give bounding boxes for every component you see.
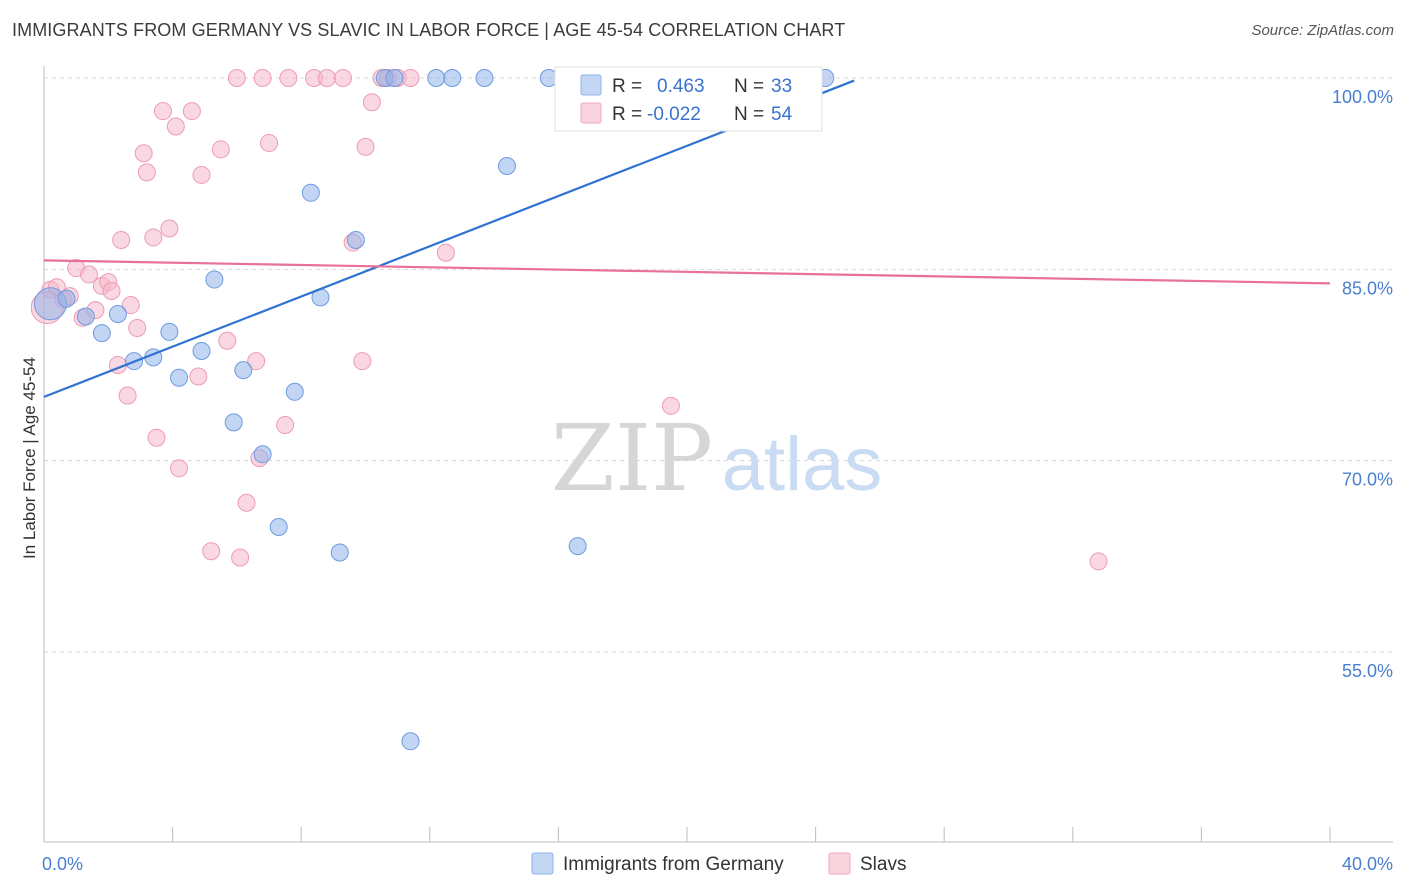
germany-point: [346, 230, 365, 249]
slavs-point: [247, 352, 266, 371]
germany-point: [224, 413, 243, 432]
germany-point: [385, 69, 404, 87]
slavs-point: [227, 69, 246, 87]
germany-point: [427, 69, 446, 87]
legend-swatch-pink: [580, 102, 602, 124]
germany-point: [108, 304, 127, 323]
slavs-trend-line: [43, 259, 1331, 285]
slavs-point: [1089, 552, 1108, 571]
x-tick-labels: 0.0% 40.0%: [42, 854, 1393, 874]
slavs-point: [253, 69, 272, 87]
germany-point: [475, 69, 494, 87]
germany-trend-line: [43, 79, 855, 398]
legend-r-label-2: R =: [612, 104, 642, 125]
slavs-point: [170, 459, 189, 478]
germany-point: [443, 69, 462, 87]
germany-point: [192, 341, 211, 360]
slavs-point: [153, 102, 172, 121]
slavs-point: [260, 134, 279, 153]
slavs-point: [218, 331, 237, 350]
axes: [43, 66, 1393, 843]
y-tick-label: 100.0%: [1332, 87, 1393, 107]
correlation-legend: R = 0.463 N = 33 R = -0.022 N = 54: [554, 66, 823, 132]
slavs-point: [362, 93, 381, 112]
slavs-point: [231, 548, 250, 567]
slavs-point: [128, 319, 147, 338]
legend-n-value-2: 54: [771, 104, 793, 125]
watermark-zip: ZIP: [551, 405, 713, 512]
slavs-point: [202, 542, 221, 561]
slavs-point: [137, 163, 156, 182]
bottom-legend-swatch-blue: [531, 852, 554, 875]
germany-point: [253, 445, 272, 464]
slavs-point: [211, 140, 230, 159]
slavs-point: [134, 144, 153, 163]
slavs-point: [276, 415, 295, 434]
chart-source: Source: ZipAtlas.com: [1251, 22, 1394, 39]
slavs-point: [317, 69, 336, 87]
slavs-point: [182, 102, 201, 121]
germany-point: [497, 157, 516, 176]
slavs-point: [166, 117, 185, 136]
trend-lines: [43, 79, 1331, 398]
germany-point: [269, 517, 288, 536]
y-tick-labels: 100.0% 85.0% 70.0% 55.0%: [1332, 87, 1393, 681]
germany-point: [401, 732, 420, 751]
slavs-point: [80, 265, 99, 284]
germany-point: [205, 270, 224, 289]
germany-point: [301, 183, 320, 202]
x-tick-label: 40.0%: [1342, 854, 1393, 874]
germany-point: [234, 361, 253, 380]
slavs-point: [661, 396, 680, 415]
germany-point: [76, 307, 95, 326]
slavs-point: [353, 352, 372, 371]
legend-r-value-2: -0.022: [647, 104, 701, 125]
slavs-point: [112, 230, 131, 249]
watermark: ZIP atlas: [551, 405, 882, 512]
legend-n-value-1: 33: [771, 76, 792, 97]
slavs-point: [237, 493, 256, 512]
slavs-point: [279, 69, 298, 87]
germany-point: [170, 368, 189, 387]
chart-title: IMMIGRANTS FROM GERMANY VS SLAVIC IN LAB…: [12, 20, 846, 40]
slavs-point: [147, 428, 166, 447]
slavs-point: [189, 367, 208, 386]
slavs-point: [192, 165, 211, 184]
slavs-point: [356, 137, 375, 156]
y-tick-label: 70.0%: [1342, 470, 1393, 490]
bottom-legend-germany: Immigrants from Germany: [563, 854, 784, 875]
germany-points: [33, 69, 835, 751]
y-tick-label: 55.0%: [1342, 661, 1393, 681]
slavs-point: [401, 69, 420, 87]
bottom-legend-swatch-pink: [828, 852, 851, 875]
germany-point: [92, 324, 111, 343]
germany-point: [285, 382, 304, 401]
germany-point: [330, 543, 349, 562]
legend-n-label-2: N =: [734, 104, 764, 125]
slavs-point: [144, 228, 163, 247]
slavs-point: [160, 219, 179, 238]
germany-point: [160, 322, 179, 341]
y-tick-label: 85.0%: [1342, 278, 1393, 298]
slavs-point: [102, 282, 121, 301]
slavs-point: [333, 69, 352, 87]
watermark-atlas: atlas: [722, 422, 883, 507]
legend-n-label-1: N =: [734, 76, 764, 97]
x-tick-label: 0.0%: [42, 854, 83, 874]
legend-r-label-1: R =: [612, 76, 642, 97]
germany-point: [57, 289, 76, 308]
legend-swatch-blue: [580, 74, 602, 96]
legend-r-value-1: 0.463: [657, 76, 705, 97]
slavs-point: [118, 386, 137, 405]
series-legend: Immigrants from Germany Slavs: [531, 852, 906, 875]
slavs-point: [121, 296, 140, 315]
y-axis-label: In Labor Force | Age 45-54: [20, 357, 39, 559]
slavs-point: [436, 243, 455, 262]
bottom-legend-slavs: Slavs: [860, 854, 906, 875]
germany-point: [568, 537, 587, 556]
